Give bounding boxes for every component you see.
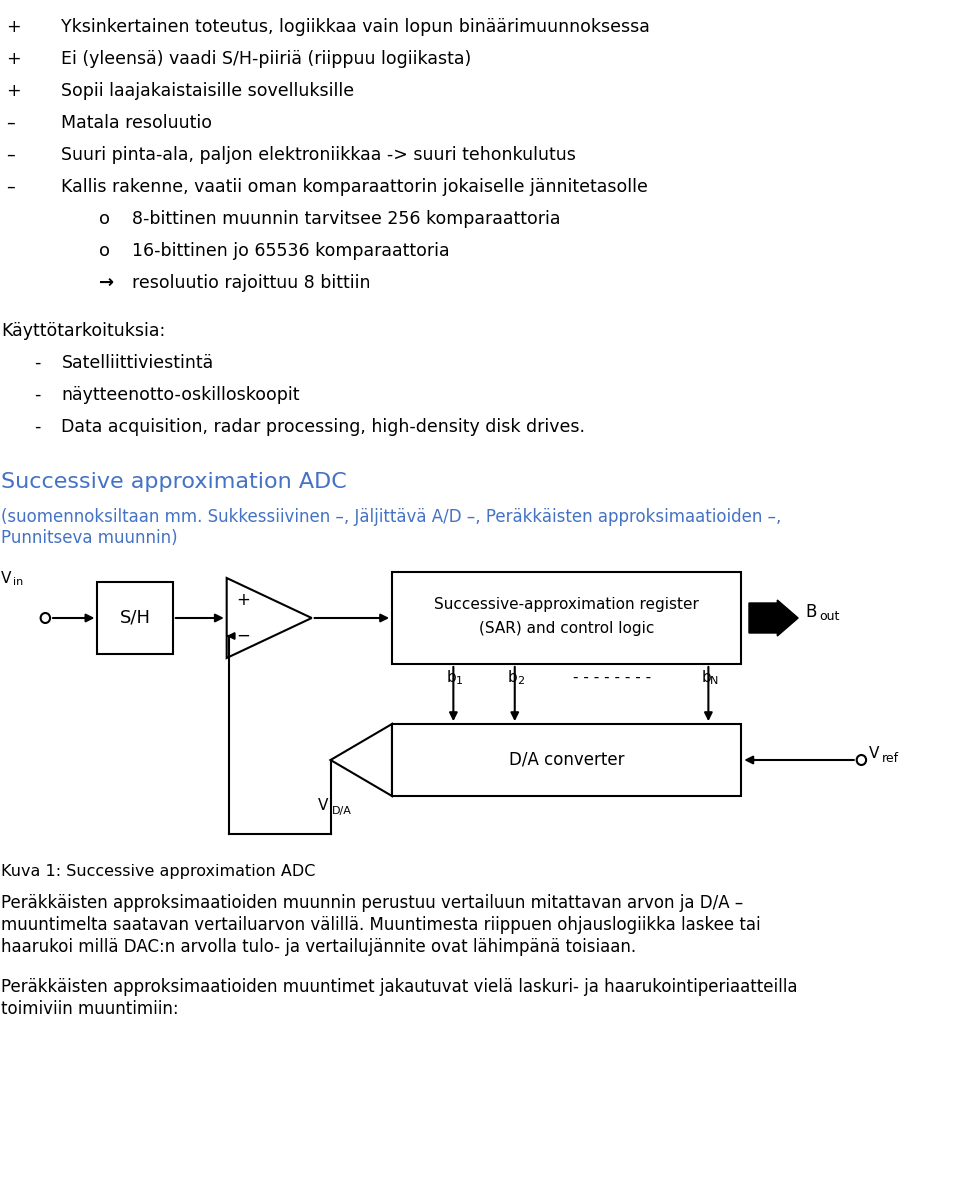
- Text: 8-bittinen muunnin tarvitsee 256 komparaattoria: 8-bittinen muunnin tarvitsee 256 kompara…: [132, 210, 561, 227]
- Text: Peräkkäisten approksimaatioiden muunnin perustuu vertailuun mitattavan arvon ja : Peräkkäisten approksimaatioiden muunnin …: [1, 894, 743, 912]
- Text: +: +: [6, 82, 20, 100]
- Text: o: o: [99, 242, 110, 260]
- Text: B: B: [805, 603, 817, 621]
- Text: ref: ref: [882, 752, 900, 765]
- Text: 16-bittinen jo 65536 komparaattoria: 16-bittinen jo 65536 komparaattoria: [132, 242, 450, 260]
- Text: haarukoi millä DAC:n arvolla tulo- ja vertailujännite ovat lähimpänä toisiaan.: haarukoi millä DAC:n arvolla tulo- ja ve…: [1, 939, 636, 956]
- Text: Punnitseva muunnin): Punnitseva muunnin): [1, 529, 178, 547]
- Text: V: V: [318, 798, 328, 813]
- Text: b: b: [702, 671, 711, 685]
- Text: Kuva 1: Successive approximation ADC: Kuva 1: Successive approximation ADC: [1, 863, 315, 879]
- Text: 1: 1: [456, 676, 463, 686]
- Bar: [392, 572, 741, 665]
- Text: (suomennoksiltaan mm. Sukkessiivinen –, Jäljittävä A/D –, Peräkkäisten approksim: (suomennoksiltaan mm. Sukkessiivinen –, …: [1, 509, 781, 526]
- Bar: [392, 724, 741, 796]
- Text: muuntimelta saatavan vertailuarvon välillä. Muuntimesta riippuen ohjauslogiikka : muuntimelta saatavan vertailuarvon välil…: [1, 916, 760, 934]
- Text: out: out: [819, 610, 839, 623]
- Text: N: N: [709, 676, 718, 686]
- Text: b: b: [446, 671, 456, 685]
- Text: →: →: [99, 274, 114, 292]
- Text: in: in: [13, 576, 23, 587]
- Text: Successive approximation ADC: Successive approximation ADC: [1, 472, 347, 492]
- Text: (SAR) and control logic: (SAR) and control logic: [479, 622, 655, 636]
- Text: V: V: [1, 570, 12, 586]
- Text: b: b: [508, 671, 517, 685]
- Text: näytteenotto-oskilloskoopit: näytteenotto-oskilloskoopit: [61, 386, 300, 404]
- Text: -: -: [34, 386, 40, 404]
- Text: Sopii laajakaistaisille sovelluksille: Sopii laajakaistaisille sovelluksille: [61, 82, 354, 100]
- Text: Kallis rakenne, vaatii oman komparaattorin jokaiselle jännitetasolle: Kallis rakenne, vaatii oman komparaattor…: [61, 177, 648, 197]
- Text: Käyttötarkoituksia:: Käyttötarkoituksia:: [1, 322, 165, 339]
- Text: Yksinkertainen toteutus, logiikkaa vain lopun binäärimuunnoksessa: Yksinkertainen toteutus, logiikkaa vain …: [61, 18, 650, 36]
- Text: –: –: [6, 177, 14, 197]
- Text: Successive-approximation register: Successive-approximation register: [434, 598, 699, 612]
- Text: +: +: [6, 50, 20, 68]
- Text: D/A: D/A: [332, 806, 352, 816]
- Bar: [97, 582, 173, 654]
- Text: D/A converter: D/A converter: [509, 752, 624, 769]
- Text: −: −: [237, 626, 251, 646]
- Text: Peräkkäisten approksimaatioiden muuntimet jakautuvat vielä laskuri- ja haarukoin: Peräkkäisten approksimaatioiden muuntime…: [1, 978, 798, 996]
- Text: Suuri pinta-ala, paljon elektroniikkaa -> suuri tehonkulutus: Suuri pinta-ala, paljon elektroniikkaa -…: [61, 146, 576, 164]
- Text: –: –: [6, 146, 14, 164]
- Text: -: -: [34, 354, 40, 372]
- Text: V: V: [869, 747, 879, 761]
- Text: +: +: [6, 18, 20, 36]
- Text: -: -: [34, 418, 40, 436]
- Text: S/H: S/H: [120, 609, 151, 626]
- Text: resoluutio rajoittuu 8 bittiin: resoluutio rajoittuu 8 bittiin: [132, 274, 371, 292]
- Text: - - - - - - - -: - - - - - - - -: [572, 671, 651, 685]
- Text: –: –: [6, 114, 14, 132]
- Text: toimiviin muuntimiin:: toimiviin muuntimiin:: [1, 1000, 179, 1018]
- Text: +: +: [237, 591, 251, 609]
- Text: Matala resoluutio: Matala resoluutio: [61, 114, 212, 132]
- Text: 2: 2: [516, 676, 524, 686]
- Text: Satelliittiviestintä: Satelliittiviestintä: [61, 354, 214, 372]
- FancyArrow shape: [749, 600, 798, 636]
- Text: o: o: [99, 210, 110, 227]
- Text: Ei (yleensä) vaadi S/H-piiriä (riippuu logiikasta): Ei (yleensä) vaadi S/H-piiriä (riippuu l…: [61, 50, 471, 68]
- Text: Data acquisition, radar processing, high-density disk drives.: Data acquisition, radar processing, high…: [61, 418, 586, 436]
